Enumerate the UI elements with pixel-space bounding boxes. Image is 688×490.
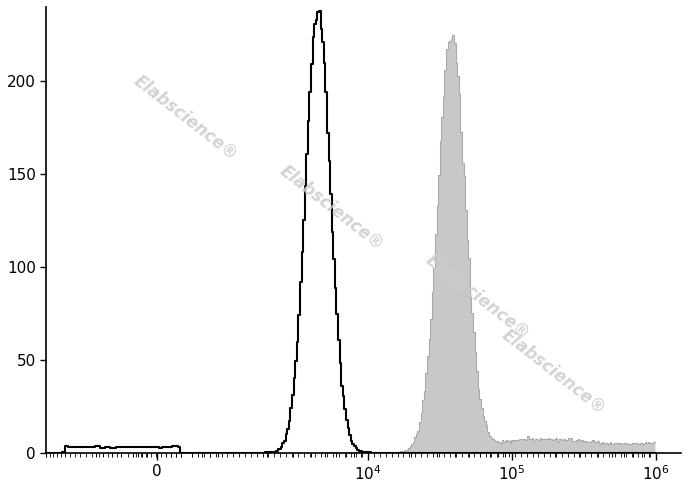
Text: Elabscience®: Elabscience® xyxy=(422,250,533,343)
Text: Elabscience®: Elabscience® xyxy=(131,72,241,165)
Text: Elabscience®: Elabscience® xyxy=(277,161,387,253)
Text: Elabscience®: Elabscience® xyxy=(499,326,610,418)
